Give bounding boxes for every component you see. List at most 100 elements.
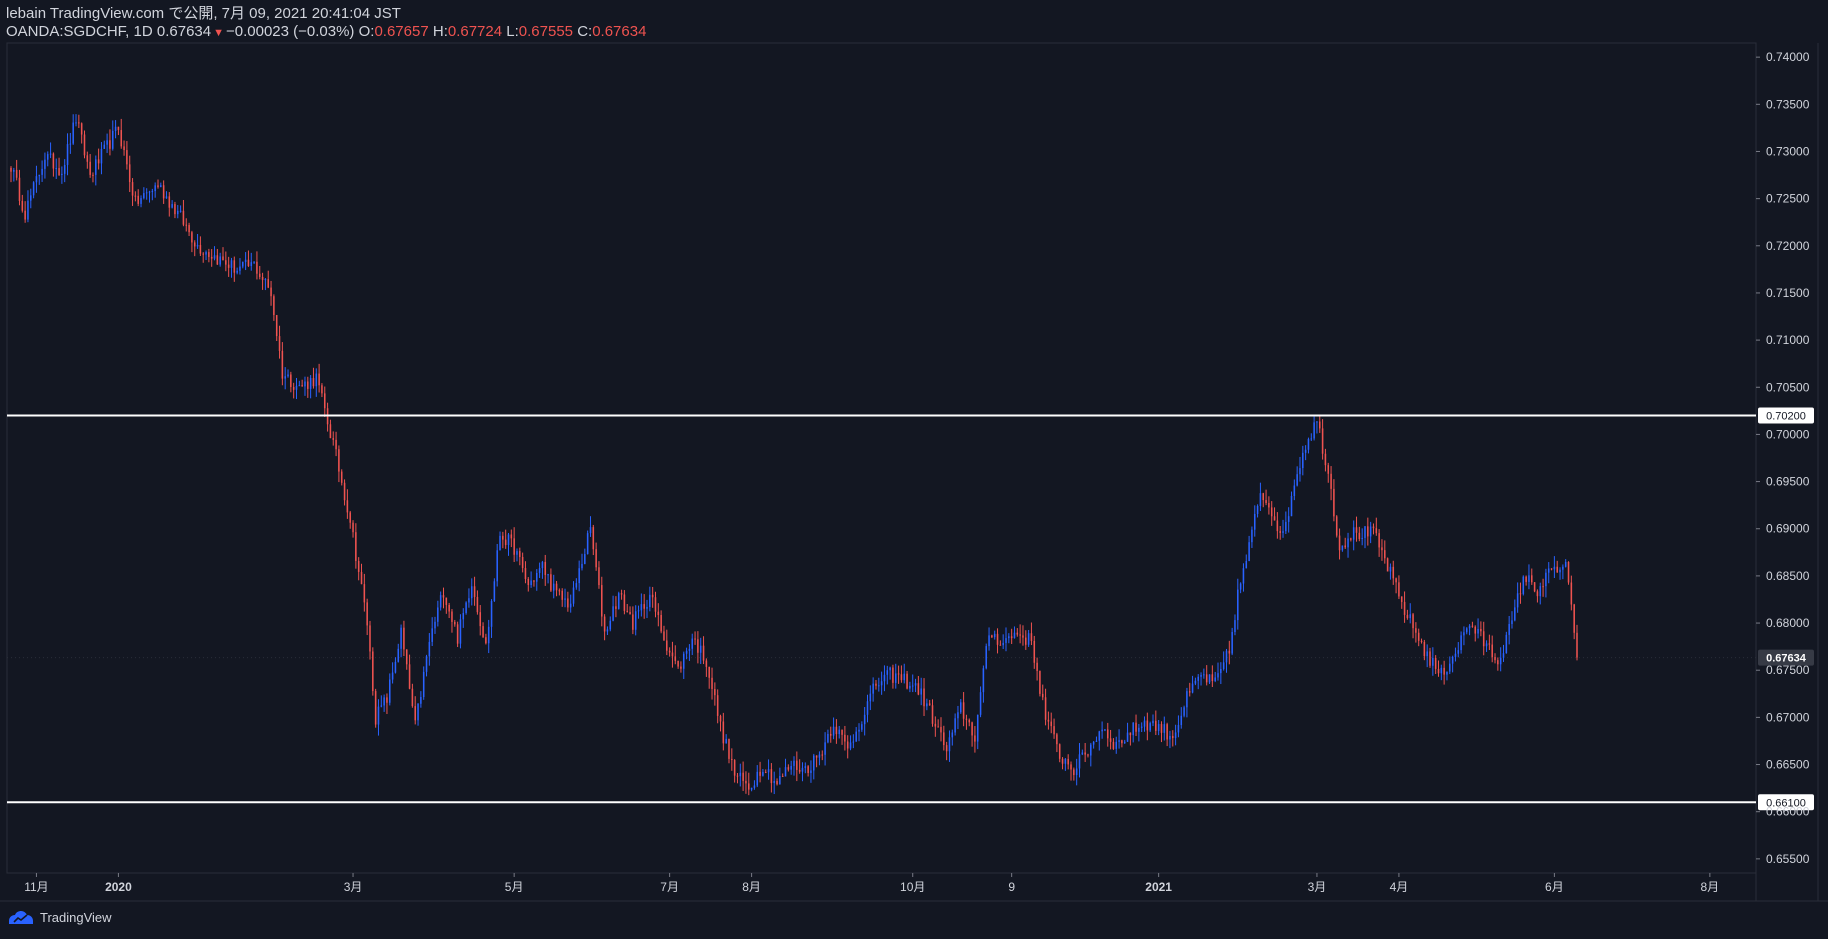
last-price-label-bg	[1758, 649, 1814, 666]
candle-body	[1550, 568, 1553, 570]
candle-body	[1033, 640, 1036, 663]
candle-body	[1027, 633, 1030, 645]
horizontal-line-label-bg	[1758, 794, 1814, 811]
candle-body	[572, 587, 575, 604]
candle-body	[428, 641, 431, 657]
candle-body	[462, 612, 465, 620]
candle-body	[945, 745, 948, 752]
candle-body	[1564, 561, 1567, 567]
x-tick-label: 3月	[344, 880, 363, 894]
candle-body	[1457, 650, 1460, 654]
candle-body	[298, 385, 301, 387]
tradingview-logo-icon	[9, 910, 33, 924]
candle-body	[1273, 516, 1276, 521]
candle-body	[1172, 735, 1174, 739]
candle-body	[601, 585, 603, 617]
candle-body	[1262, 493, 1265, 501]
candle-body	[728, 738, 730, 759]
candle-body	[403, 627, 405, 650]
candle-body	[1251, 529, 1253, 543]
candle-body	[1155, 720, 1157, 731]
candle-body	[954, 718, 956, 733]
candle-body	[1022, 635, 1024, 638]
candle-body	[134, 195, 137, 197]
candle-body	[202, 253, 204, 255]
candle-body	[485, 637, 487, 644]
published-line: lebain TradingView.com で公開, 7月 09, 2021 …	[6, 5, 401, 22]
candle-body	[41, 168, 43, 175]
candle-body	[69, 143, 72, 145]
candle-body	[479, 612, 482, 627]
low-label: L:	[506, 23, 519, 40]
candle-body	[1434, 657, 1437, 669]
candle-body	[742, 772, 744, 781]
candle-body	[95, 159, 97, 175]
candle-body	[646, 606, 648, 609]
candle-body	[1211, 674, 1214, 682]
candle-body	[1426, 651, 1428, 657]
candle-body	[1449, 663, 1451, 672]
candle-body	[321, 385, 323, 394]
candle-body	[829, 733, 832, 736]
candle-body	[818, 754, 821, 758]
candle-body	[1491, 644, 1493, 658]
candle-body	[349, 512, 351, 523]
candle-body	[567, 598, 569, 608]
candle-body	[168, 196, 171, 208]
candle-body	[250, 262, 253, 267]
candle-body	[1384, 550, 1386, 559]
candle-body	[1480, 628, 1482, 632]
candle-body	[468, 598, 470, 603]
candle-body	[564, 598, 566, 600]
candle-body	[640, 604, 643, 611]
candle-body	[702, 645, 705, 661]
candle-body	[1327, 465, 1330, 474]
candle-body	[131, 182, 134, 196]
candle-body	[63, 164, 66, 174]
candle-body	[114, 126, 117, 131]
candle-body	[1307, 439, 1310, 450]
x-tick-label: 6月	[1545, 880, 1564, 894]
candle-body	[411, 688, 414, 707]
candle-body	[44, 159, 46, 169]
candle-body	[745, 780, 747, 784]
y-tick-label: 0.68000	[1766, 616, 1810, 630]
y-tick-label: 0.68500	[1766, 569, 1810, 583]
candle-body	[52, 153, 55, 169]
candle-body	[1539, 586, 1542, 597]
candle-body	[1482, 631, 1485, 647]
candle-body	[1392, 566, 1395, 579]
candle-body	[459, 619, 462, 644]
candle-body	[880, 681, 883, 686]
candle-body	[1002, 642, 1004, 646]
candle-body	[1132, 722, 1134, 736]
candle-body	[394, 661, 397, 673]
candle-body	[383, 697, 385, 706]
candle-body	[1064, 758, 1067, 764]
candle-body	[541, 561, 544, 569]
candle-body	[470, 586, 473, 599]
open-label: O:	[358, 23, 375, 40]
candle-body	[595, 549, 597, 568]
candle-body	[1338, 535, 1341, 551]
candle-body	[1248, 542, 1250, 562]
candle-body	[937, 726, 939, 728]
candle-body	[1451, 656, 1454, 664]
high-label: H:	[432, 23, 448, 40]
candle-body	[366, 602, 368, 626]
candle-body	[1237, 589, 1239, 621]
candle-body	[476, 596, 479, 613]
candle-body	[1381, 547, 1383, 551]
y-tick-label: 0.67500	[1766, 663, 1810, 677]
candle-body	[1533, 582, 1536, 592]
candle-body	[270, 287, 272, 297]
candle-body	[1061, 758, 1064, 764]
candle-body	[592, 527, 595, 550]
candle-body	[691, 638, 694, 649]
candle-body	[1330, 473, 1332, 489]
candle-body	[1191, 683, 1194, 693]
candle-body	[439, 595, 442, 608]
candle-body	[355, 532, 357, 561]
candle-body	[674, 656, 677, 661]
